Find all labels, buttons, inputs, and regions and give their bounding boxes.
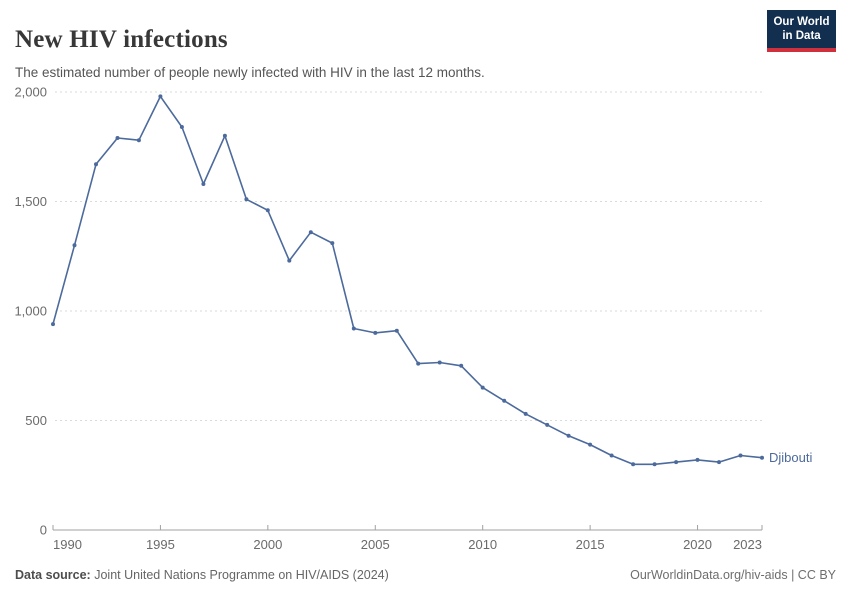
data-line <box>52 95 763 466</box>
x-tick-label: 2023 <box>733 537 762 552</box>
data-point <box>244 197 249 202</box>
data-point <box>717 460 721 465</box>
data-point <box>287 258 292 263</box>
y-tick-label: 1,500 <box>14 194 47 209</box>
data-point <box>265 208 270 213</box>
data-point <box>652 462 657 467</box>
data-point <box>609 453 614 458</box>
data-point <box>201 182 206 186</box>
y-tick-label: 1,000 <box>14 304 47 319</box>
x-tick-label: 2010 <box>468 537 497 552</box>
data-point <box>459 363 464 368</box>
y-tick-label: 0 <box>40 523 47 538</box>
data-source-text: Joint United Nations Programme on HIV/AI… <box>94 568 389 582</box>
data-point <box>545 422 550 427</box>
chart-footer: Data source: Joint United Nations Progra… <box>15 568 836 582</box>
data-point <box>437 360 442 365</box>
data-point <box>738 453 743 458</box>
footer-link[interactable]: OurWorldinData.org/hiv-aids | CC BY <box>630 568 836 582</box>
data-point <box>502 398 507 403</box>
data-point <box>330 241 335 246</box>
data-point <box>72 243 77 248</box>
x-tick-label: 2020 <box>683 537 712 552</box>
x-tick-label: 2000 <box>253 537 282 552</box>
entity-label[interactable]: Djibouti <box>769 450 812 465</box>
data-point <box>566 433 571 438</box>
data-point <box>308 230 313 235</box>
data-source-label: Data source: <box>15 568 91 582</box>
data-source: Data source: Joint United Nations Progra… <box>15 568 389 582</box>
data-point <box>115 136 120 140</box>
x-tick-label: 2015 <box>576 537 605 552</box>
x-tick-label: 1990 <box>53 537 82 552</box>
data-point <box>158 94 163 99</box>
data-point <box>695 457 700 462</box>
data-point <box>373 330 378 335</box>
data-point <box>480 385 485 390</box>
owid-logo[interactable]: Our World in Data <box>767 10 836 52</box>
data-point <box>351 326 356 331</box>
owid-logo-line1: Our World <box>773 16 830 28</box>
data-point <box>631 462 636 467</box>
chart-title: New HIV infections <box>15 25 228 53</box>
data-point <box>674 460 679 465</box>
data-point <box>760 455 764 460</box>
data-point <box>588 442 593 447</box>
chart-subtitle: The estimated number of people newly inf… <box>15 64 485 80</box>
data-point <box>416 361 421 366</box>
data-point <box>394 328 399 333</box>
data-point <box>136 138 141 143</box>
data-point <box>51 322 55 327</box>
data-point <box>94 162 98 167</box>
data-point <box>179 125 184 129</box>
y-tick-label: 2,000 <box>14 85 47 100</box>
data-point <box>523 411 528 416</box>
owid-logo-line2: in Data <box>782 30 821 43</box>
data-point <box>222 133 227 138</box>
x-tick-label: 1995 <box>146 537 175 552</box>
x-tick-label: 2005 <box>361 537 390 552</box>
y-tick-label: 500 <box>25 413 47 428</box>
